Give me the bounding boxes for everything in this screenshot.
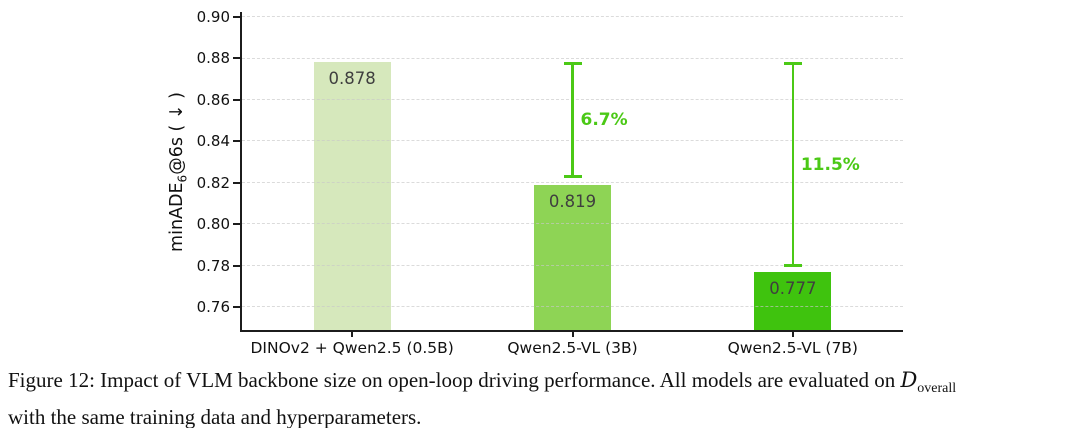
x-tick-label: Qwen2.5-VL (3B) bbox=[507, 339, 638, 357]
bar-value-label: 0.878 bbox=[328, 69, 376, 89]
gridline bbox=[242, 57, 903, 59]
y-tick-mark bbox=[233, 15, 240, 18]
gridline bbox=[242, 264, 903, 266]
gridline bbox=[242, 16, 903, 18]
annotation-line bbox=[791, 62, 795, 267]
dataset-symbol: D bbox=[900, 368, 918, 392]
y-tick-mark bbox=[233, 264, 240, 267]
annotation-percent-label: 11.5% bbox=[800, 154, 860, 175]
figure-caption: Figure 12: Impact of VLM backbone size o… bbox=[8, 366, 1076, 428]
y-tick-label: 0.80 bbox=[196, 215, 230, 234]
annotation-bottom-cap bbox=[563, 175, 582, 178]
annotation-top-cap bbox=[783, 62, 802, 65]
x-tick-label: Qwen2.5-VL (7B) bbox=[727, 339, 858, 357]
bar-1: 0.878 bbox=[313, 62, 391, 330]
y-tick-label: 0.82 bbox=[196, 173, 230, 192]
x-tick-mark bbox=[351, 332, 354, 337]
y-tick-label: 0.84 bbox=[196, 132, 230, 151]
x-tick-mark bbox=[571, 332, 574, 337]
y-tick-mark bbox=[233, 57, 240, 60]
y-tick-mark bbox=[233, 306, 240, 309]
y-tick-mark bbox=[233, 223, 240, 226]
annotation-bottom-cap bbox=[783, 264, 802, 267]
gridline bbox=[242, 223, 903, 225]
y-tick-mark bbox=[233, 181, 240, 184]
improvement-annotation-2: 11.5% bbox=[783, 62, 860, 267]
bar-3: 0.777 bbox=[754, 271, 832, 330]
gridline bbox=[242, 306, 903, 308]
bar-value-label: 0.777 bbox=[769, 278, 817, 298]
bar-value-label: 0.819 bbox=[548, 191, 597, 211]
annotation-line bbox=[571, 62, 574, 178]
plot-area: 0.878 DINOv2 + Qwen2.5 (0.5B) 0.819 Qwen2.5… bbox=[197, 8, 903, 357]
y-tick-label: 0.78 bbox=[196, 256, 230, 275]
y-tick-label: 0.88 bbox=[196, 49, 230, 68]
y-tick-mark bbox=[233, 140, 240, 143]
y-tick-label: 0.90 bbox=[196, 7, 230, 26]
improvement-annotation-1: 6.7% bbox=[563, 62, 628, 178]
y-tick-label: 0.86 bbox=[196, 90, 230, 109]
gridline bbox=[242, 181, 903, 183]
annotation-top-cap bbox=[563, 62, 582, 65]
y-tick-mark bbox=[233, 98, 240, 101]
annotation-percent-label: 6.7% bbox=[580, 109, 628, 130]
caption-line2: with the same training data and hyperpar… bbox=[8, 405, 422, 428]
dataset-symbol-subscript: overall bbox=[917, 381, 957, 397]
bar-2: 0.819 bbox=[534, 184, 611, 330]
y-tick-label: 0.76 bbox=[196, 298, 230, 317]
x-tick-label: DINOv2 + Qwen2.5 (0.5B) bbox=[250, 339, 454, 357]
x-tick-mark bbox=[791, 332, 794, 337]
caption-line1: Figure 12: Impact of VLM backbone size o… bbox=[8, 368, 901, 392]
